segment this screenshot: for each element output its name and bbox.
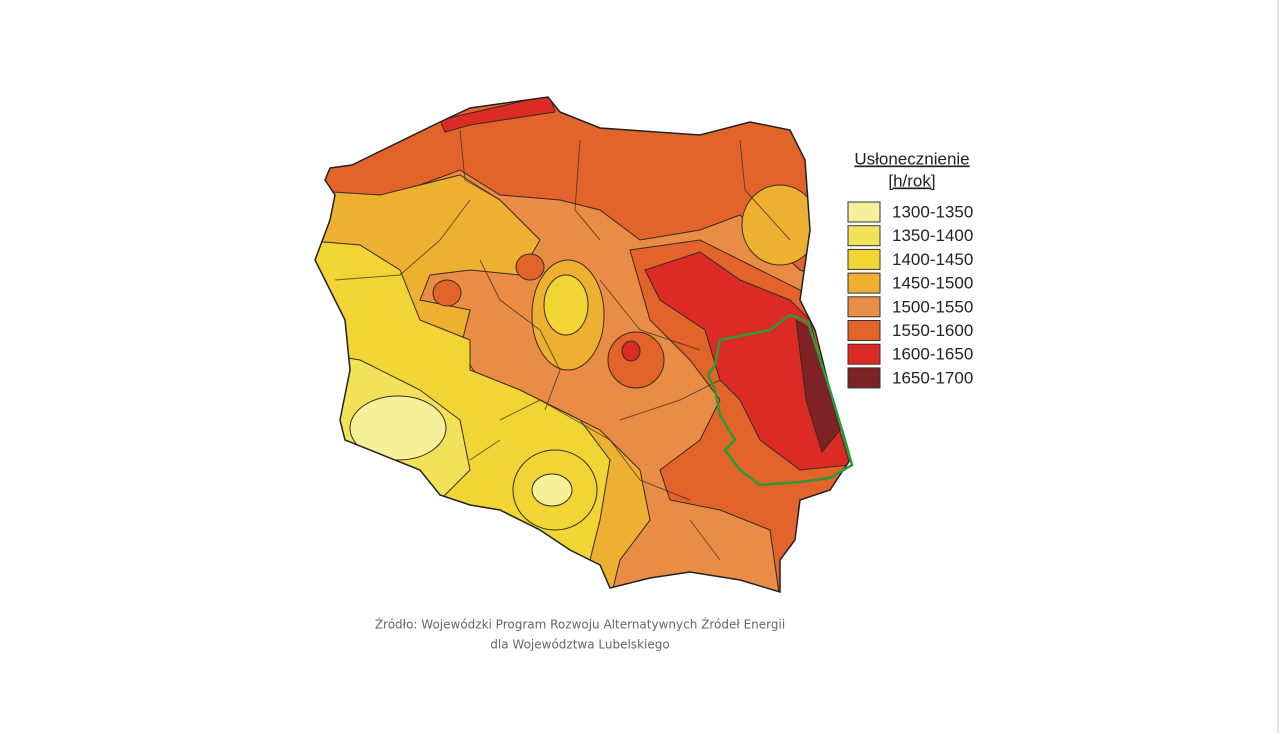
legend-label: 1500-1550 — [892, 297, 973, 316]
legend-label: 1650-1700 — [892, 368, 973, 387]
legend-swatch — [847, 248, 881, 270]
legend-swatch — [847, 225, 881, 247]
legend-title: Usłonecznienie — [854, 149, 969, 168]
legend-unit: [h/rok] — [888, 171, 935, 190]
zone — [543, 274, 589, 336]
legend-swatch — [847, 343, 881, 365]
legend-swatch — [847, 320, 881, 341]
region-border — [706, 313, 854, 487]
legend-swatch — [847, 201, 881, 223]
legend-label: 1400-1450 — [892, 250, 973, 269]
zone — [531, 473, 573, 507]
zone — [621, 340, 641, 362]
legend-label: 1350-1400 — [892, 226, 973, 245]
legend: 1300-1350 1350-1400 1400-1450 1450-1500 1500… — [847, 201, 973, 389]
legend-swatch — [847, 367, 881, 389]
country-outline — [314, 96, 851, 594]
zone — [349, 395, 447, 461]
legend-label: 1550-1600 — [892, 321, 973, 340]
zone — [515, 253, 545, 281]
legend-label: 1450-1500 — [892, 274, 973, 293]
boundary — [334, 129, 791, 561]
legend-swatch — [847, 296, 881, 318]
zone — [432, 279, 462, 307]
caption: dla Województwa Lubelskiego — [490, 638, 669, 652]
legend-swatch — [847, 272, 881, 294]
legend-label: 1600-1650 — [892, 345, 973, 364]
zone — [644, 251, 850, 471]
zone — [607, 331, 665, 389]
caption: Źródło: Wojewódzki Program Rozwoju Alter… — [375, 617, 785, 632]
legend-label: 1300-1350 — [892, 202, 973, 221]
